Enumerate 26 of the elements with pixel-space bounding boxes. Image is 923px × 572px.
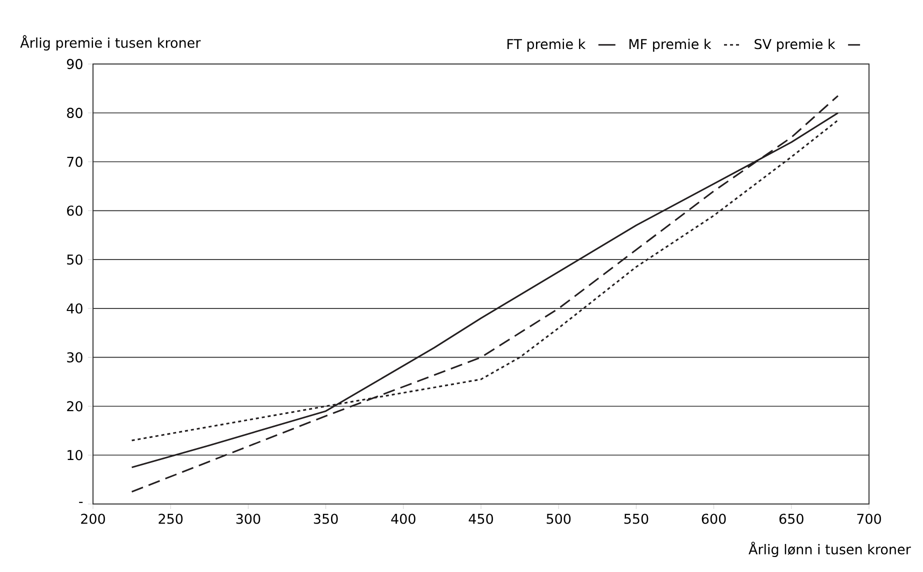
x-tick-label: 700 <box>857 514 881 524</box>
y-tick-label: 40 <box>66 303 82 314</box>
y-tick-label: 10 <box>68 450 82 460</box>
legend-label: SV premie k <box>754 38 836 52</box>
x-tick-label: 250 <box>158 514 183 524</box>
y-tick-label: 70 <box>67 156 82 167</box>
y-tick-label: 80 <box>67 108 82 118</box>
x-tick-label: 300 <box>236 514 260 524</box>
y-tick-label: 20 <box>67 401 82 412</box>
x-axis-title: Årlig lønn i tusen kroner <box>748 542 911 558</box>
y-tick-label: 90 <box>66 58 82 70</box>
x-tick-label: 450 <box>468 514 493 524</box>
y-tick-label: - <box>79 502 83 503</box>
x-tick-label: 400 <box>391 514 416 524</box>
legend-label: MF premie k <box>629 38 712 52</box>
x-tick-label: 600 <box>702 514 726 524</box>
x-tick-label: 500 <box>546 514 571 524</box>
legend-label: FT premie k <box>507 38 586 52</box>
y-axis-title: Årlig premie i tusen kroner <box>20 35 201 51</box>
y-tick-label: 60 <box>67 206 82 216</box>
y-tick-label: 50 <box>67 254 82 265</box>
x-tick-label: 200 <box>81 514 105 524</box>
x-tick-label: 550 <box>624 514 648 524</box>
x-tick-label: 350 <box>314 514 338 524</box>
y-tick-label: 30 <box>67 352 82 362</box>
x-tick-label: 650 <box>779 514 804 524</box>
